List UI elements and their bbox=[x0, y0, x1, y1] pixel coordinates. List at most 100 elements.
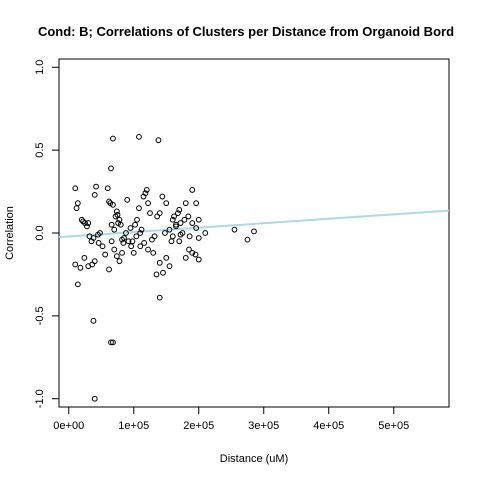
data-point bbox=[99, 243, 106, 250]
y-axis-label: Correlation bbox=[4, 206, 16, 260]
data-point bbox=[85, 220, 92, 226]
data-point bbox=[95, 240, 102, 246]
data-point bbox=[150, 249, 157, 256]
data-point bbox=[143, 187, 150, 193]
data-point bbox=[138, 226, 145, 233]
data-point bbox=[193, 200, 200, 207]
data-point bbox=[110, 135, 116, 142]
data-point bbox=[162, 230, 168, 236]
data-point bbox=[154, 213, 161, 220]
data-point bbox=[91, 395, 98, 402]
data-point bbox=[175, 210, 181, 217]
data-point bbox=[142, 190, 149, 197]
data-point bbox=[113, 208, 120, 215]
data-point bbox=[166, 263, 173, 270]
x-tick-label: 2e+05 bbox=[183, 420, 214, 432]
data-point bbox=[186, 246, 192, 253]
data-point bbox=[97, 230, 103, 236]
data-point bbox=[163, 200, 170, 207]
data-point bbox=[153, 271, 160, 278]
points-layer bbox=[72, 133, 257, 402]
x-tick-label: 3e+05 bbox=[248, 420, 279, 432]
y-tick-label: 0.5 bbox=[34, 142, 46, 157]
data-point bbox=[119, 249, 125, 256]
data-point bbox=[189, 220, 196, 226]
data-point bbox=[113, 253, 120, 260]
data-point bbox=[110, 201, 116, 208]
x-tick-label: 5e+05 bbox=[378, 420, 409, 432]
data-point bbox=[177, 220, 184, 226]
data-point bbox=[136, 205, 142, 212]
data-point bbox=[192, 251, 199, 258]
data-point bbox=[104, 185, 111, 192]
data-point bbox=[202, 230, 209, 236]
data-point bbox=[156, 259, 163, 266]
data-point bbox=[121, 235, 127, 241]
data-point bbox=[244, 236, 251, 243]
data-point bbox=[130, 249, 137, 256]
data-point bbox=[127, 225, 134, 231]
data-point bbox=[181, 216, 188, 223]
data-point bbox=[186, 233, 193, 240]
data-point bbox=[72, 261, 79, 268]
data-point bbox=[155, 137, 162, 144]
data-point bbox=[108, 339, 114, 346]
data-point bbox=[93, 183, 99, 190]
data-point bbox=[171, 213, 177, 220]
data-point bbox=[182, 200, 189, 207]
data-point bbox=[169, 233, 176, 240]
data-point bbox=[185, 213, 192, 220]
data-point bbox=[182, 254, 189, 261]
data-point bbox=[111, 246, 118, 253]
data-point bbox=[72, 185, 79, 192]
data-point bbox=[106, 198, 112, 205]
data-point bbox=[91, 258, 98, 265]
y-tick-label: -0.5 bbox=[34, 306, 46, 325]
data-point bbox=[166, 226, 173, 233]
data-point bbox=[90, 235, 97, 241]
data-point bbox=[114, 211, 121, 218]
x-tick-label: 4e+05 bbox=[313, 420, 344, 432]
y-tick-label: 0.0 bbox=[34, 225, 46, 240]
data-point bbox=[189, 249, 196, 256]
data-point bbox=[147, 210, 153, 217]
data-point bbox=[195, 235, 202, 241]
data-point bbox=[177, 231, 184, 238]
data-point bbox=[193, 225, 200, 231]
data-point bbox=[176, 238, 183, 245]
data-point bbox=[102, 251, 109, 258]
data-point bbox=[195, 256, 202, 263]
data-point bbox=[108, 238, 115, 245]
x-axis: 0e+00 1e+05 2e+05 3e+05 4e+05 5e+05 bbox=[53, 407, 409, 432]
data-point bbox=[128, 243, 135, 250]
data-point bbox=[73, 205, 80, 212]
data-point bbox=[149, 236, 155, 243]
data-point bbox=[117, 221, 124, 228]
data-point bbox=[133, 233, 140, 240]
data-point bbox=[251, 228, 257, 235]
data-point bbox=[125, 238, 132, 245]
data-point bbox=[90, 317, 97, 324]
data-point bbox=[84, 223, 90, 230]
data-point bbox=[160, 269, 166, 276]
x-tick-label: 0e+00 bbox=[53, 420, 84, 432]
data-point bbox=[106, 266, 112, 273]
data-point bbox=[116, 258, 123, 265]
y-tick-label: -1.0 bbox=[34, 389, 46, 408]
data-point bbox=[74, 281, 81, 288]
data-point bbox=[108, 221, 115, 228]
data-point bbox=[176, 206, 183, 213]
x-axis-label: Distance (uM) bbox=[220, 453, 288, 465]
data-point bbox=[156, 294, 163, 301]
data-point bbox=[137, 243, 144, 250]
data-point bbox=[231, 226, 238, 233]
data-point bbox=[168, 238, 175, 245]
y-tick-label: 1.0 bbox=[34, 60, 46, 75]
data-point bbox=[169, 216, 176, 223]
data-point bbox=[110, 339, 116, 346]
data-point bbox=[77, 264, 84, 271]
data-point bbox=[156, 210, 163, 217]
data-point bbox=[145, 200, 151, 207]
data-point bbox=[78, 216, 85, 223]
